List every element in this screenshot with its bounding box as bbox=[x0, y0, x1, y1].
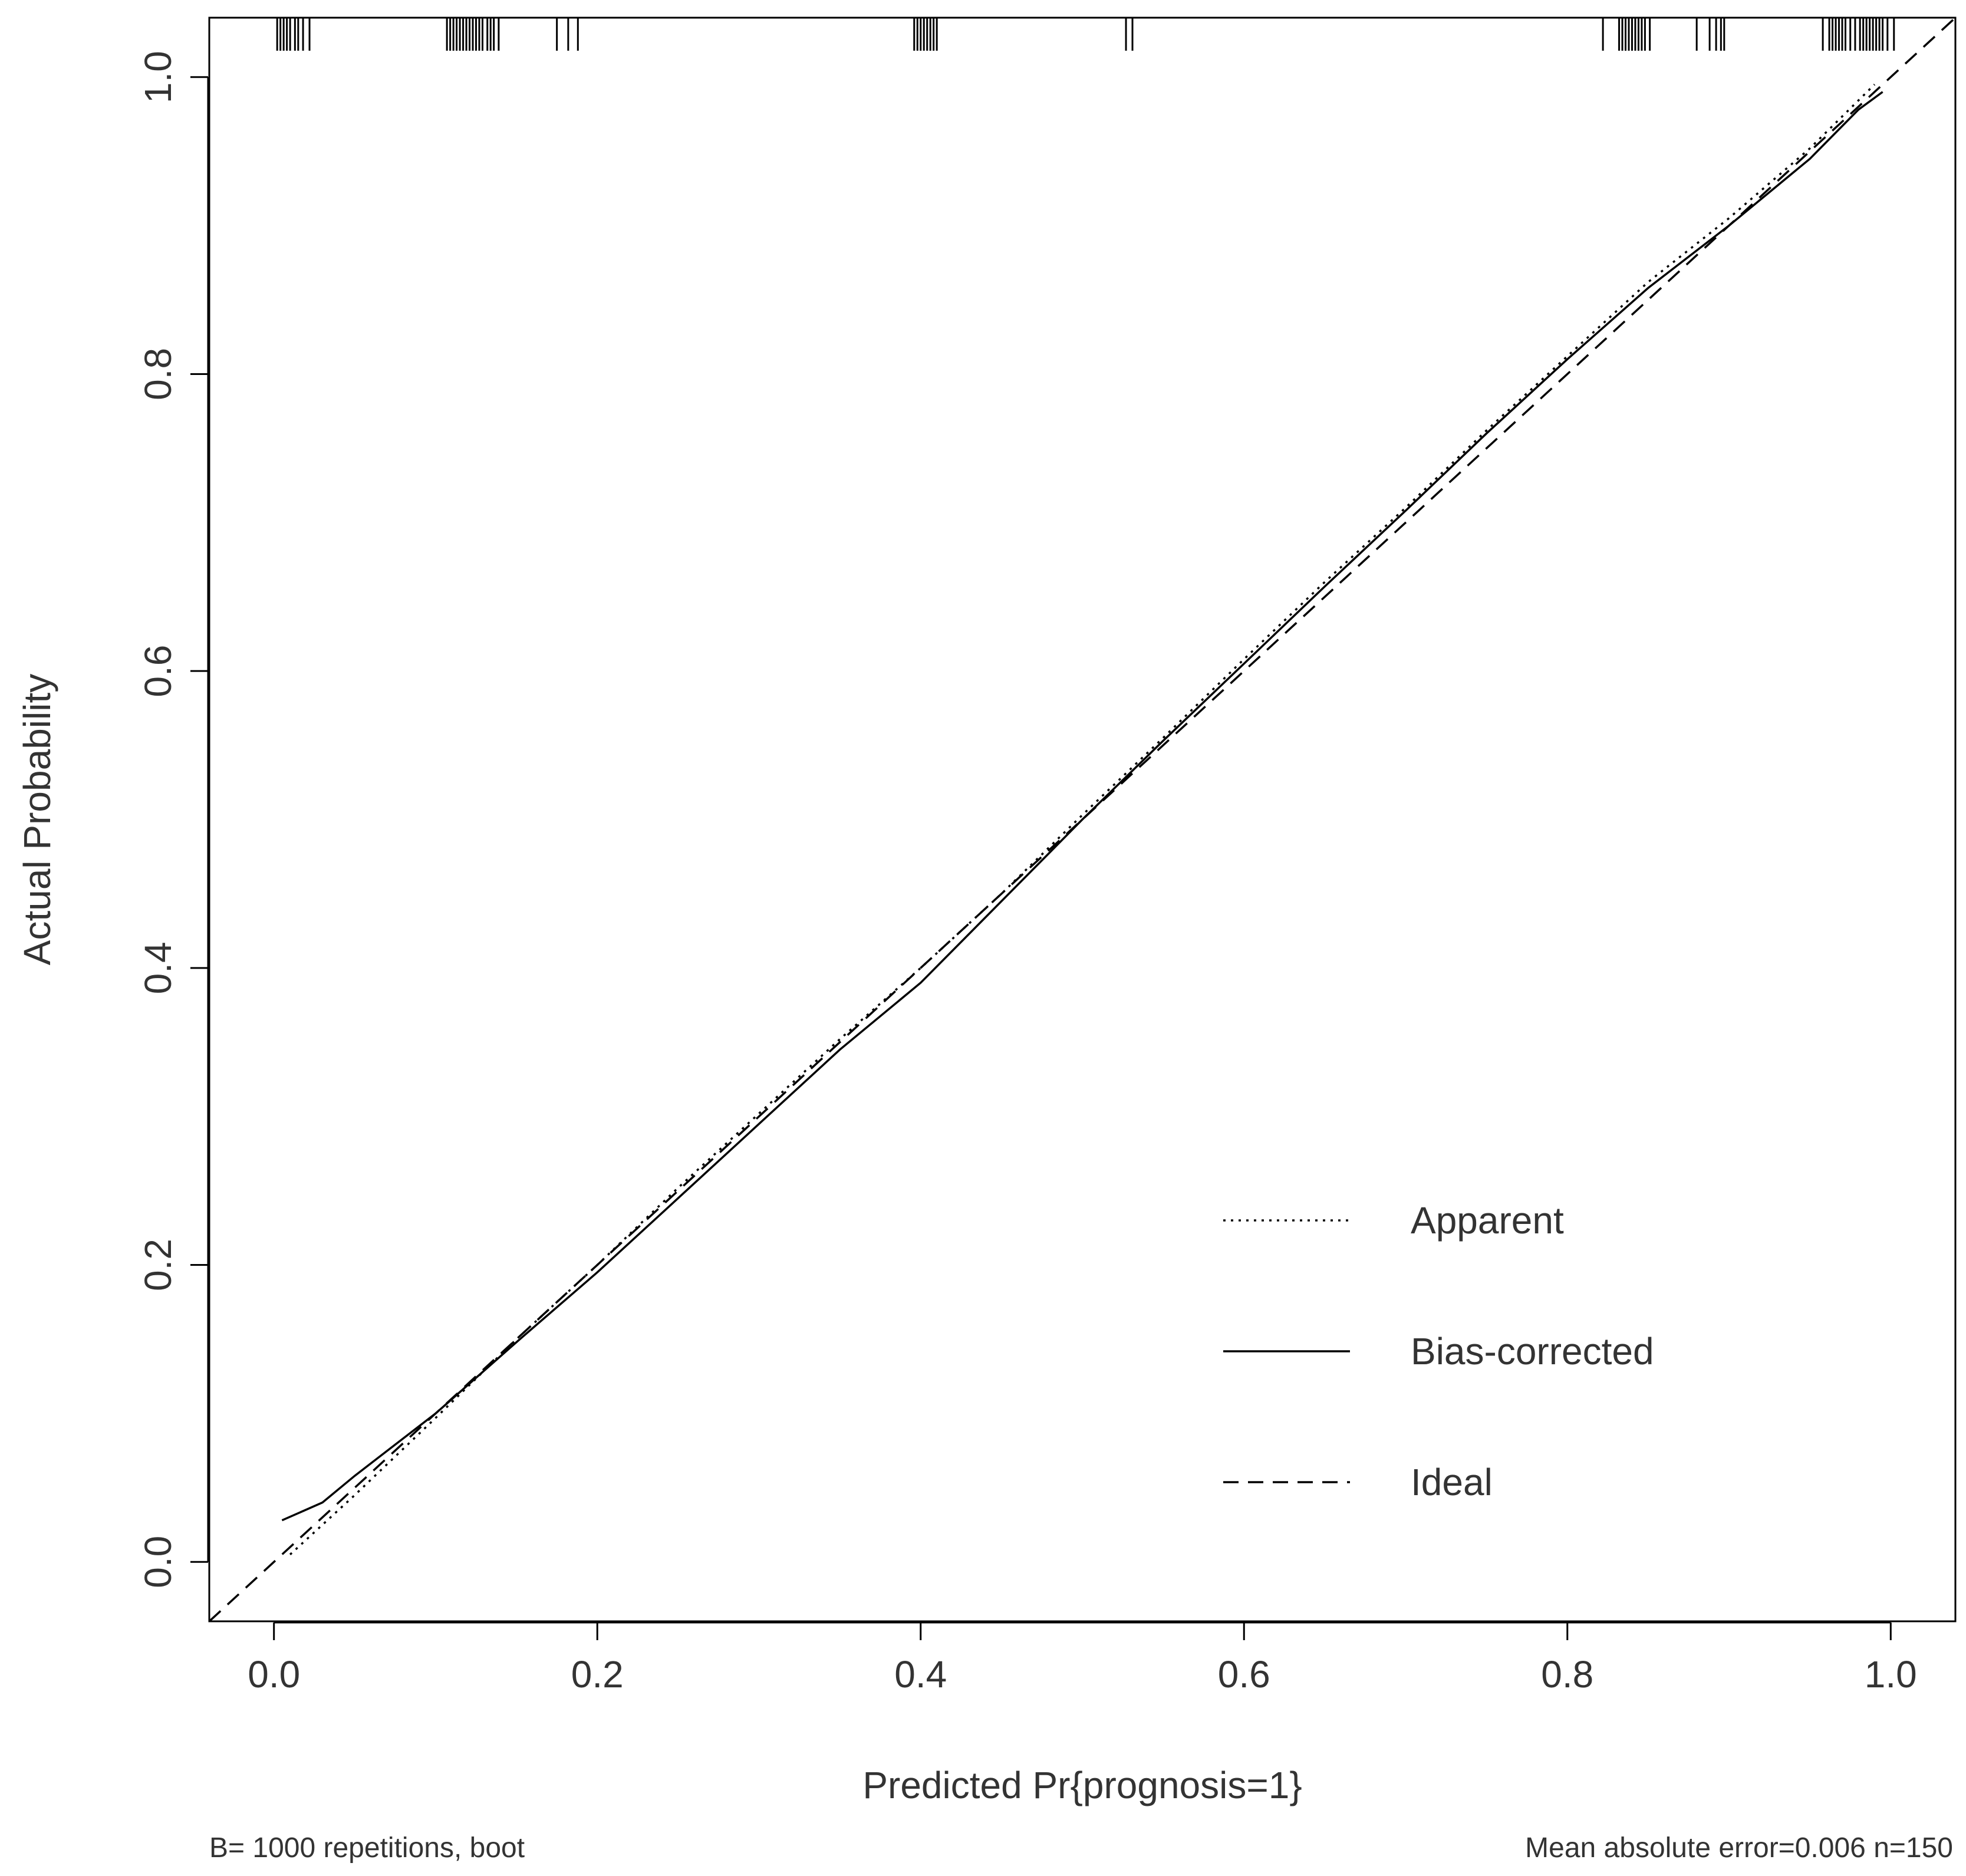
y-tick-label: 0.2 bbox=[137, 1239, 179, 1291]
y-axis-label: Actual Probability bbox=[16, 674, 58, 965]
series-line-bias-corrected bbox=[281, 91, 1883, 1522]
x-tick-label: 0.8 bbox=[1541, 1653, 1593, 1696]
legend-label: Bias-corrected bbox=[1411, 1330, 1654, 1373]
y-tick-label: 0.6 bbox=[137, 645, 179, 697]
x-tick-label: 0.4 bbox=[894, 1653, 947, 1696]
footnote-right: Mean absolute error=0.006 n=150 bbox=[1525, 1832, 1953, 1864]
x-tick-label: 0.6 bbox=[1218, 1653, 1270, 1696]
y-tick-label: 0.8 bbox=[137, 348, 179, 400]
legend-label: Apparent bbox=[1411, 1199, 1564, 1242]
plot-frame bbox=[208, 17, 1957, 1622]
series-lines bbox=[209, 18, 1955, 1621]
legend: Apparent Bias-corrected Ideal bbox=[1223, 1199, 1654, 1503]
x-tick-label: 0.0 bbox=[248, 1653, 300, 1696]
legend-label: Ideal bbox=[1411, 1461, 1493, 1503]
y-tick-label: 0.0 bbox=[137, 1536, 179, 1588]
y-tick-label: 0.4 bbox=[137, 942, 179, 994]
rug-marks bbox=[276, 18, 1895, 51]
x-axis-label: Predicted Pr{prognosis=1} bbox=[862, 1764, 1302, 1806]
axes: 0.0 0.2 0.4 0.6 0.8 1.0 0.0 0.2 0.4 0.6 0.8 1.0 bbox=[137, 51, 1917, 1696]
series-line-apparent bbox=[289, 84, 1876, 1555]
y-tick-label: 1.0 bbox=[137, 51, 179, 103]
x-tick-label: 0.2 bbox=[571, 1653, 624, 1696]
footnote-left: B= 1000 repetitions, boot bbox=[209, 1832, 525, 1864]
x-tick-label: 1.0 bbox=[1865, 1653, 1917, 1696]
